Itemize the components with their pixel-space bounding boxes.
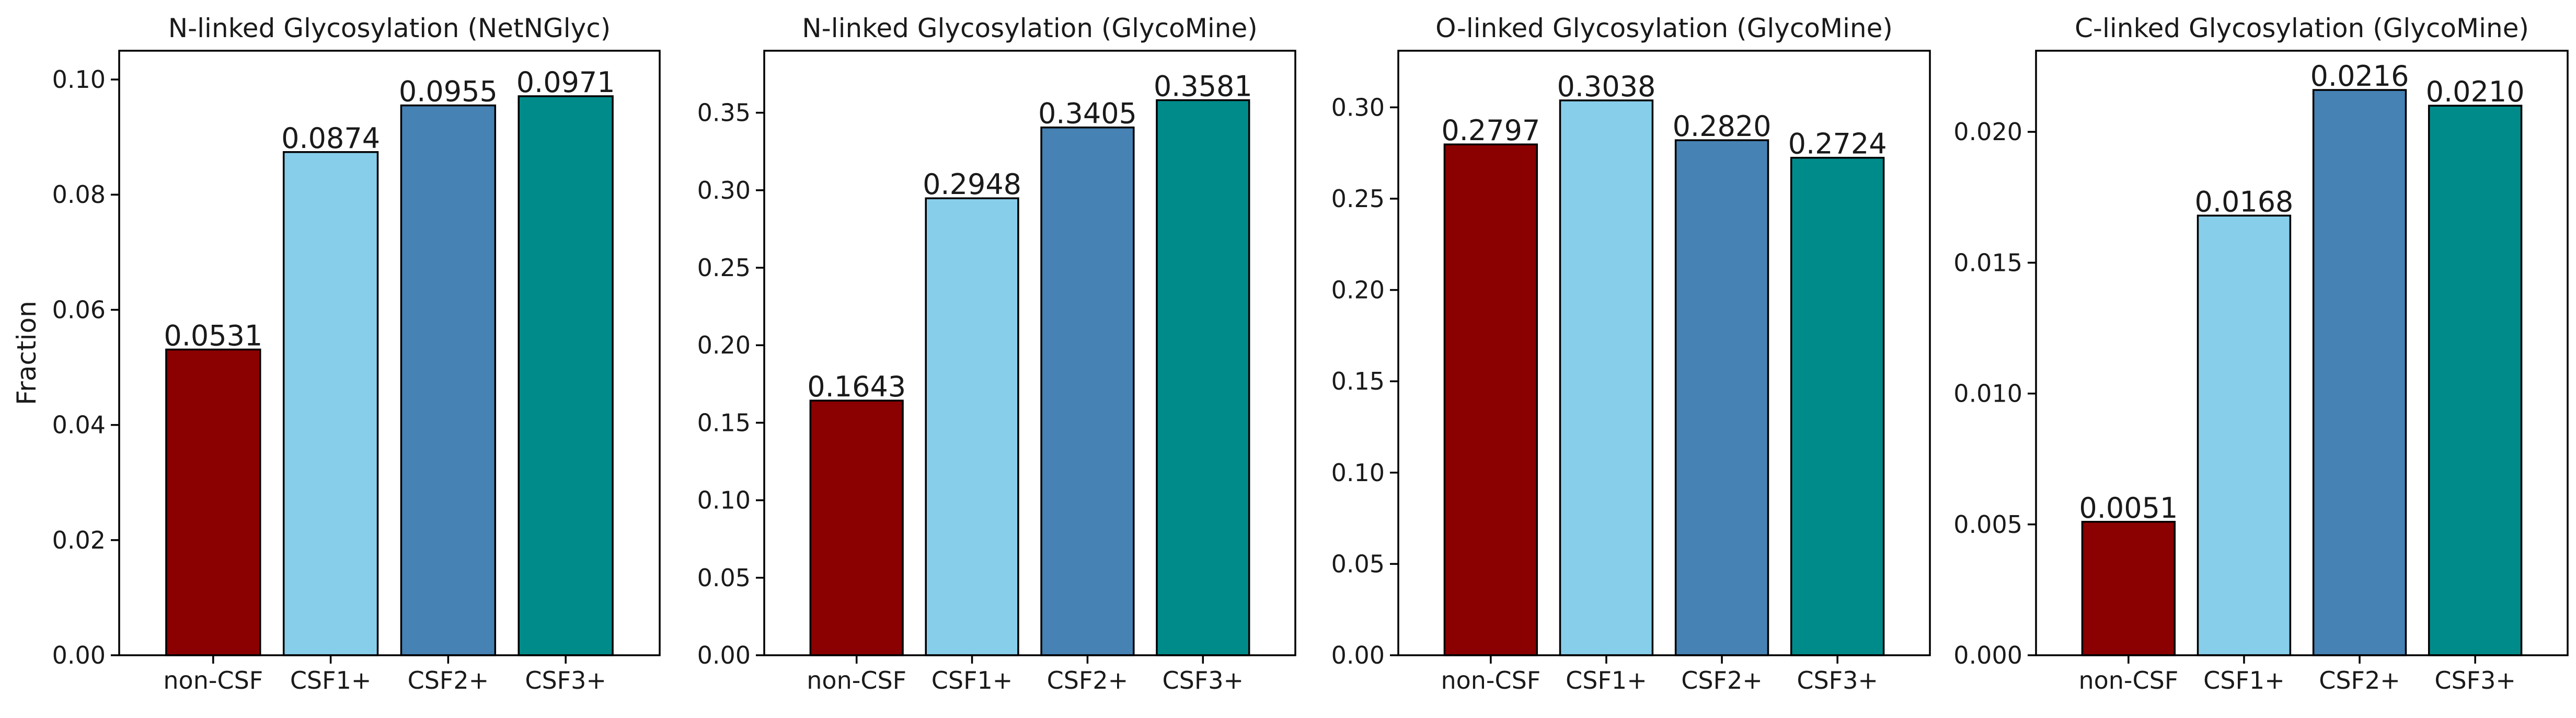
y-tick-label: 0.05: [1331, 550, 1385, 578]
bar-value-label: 0.0955: [399, 75, 498, 108]
axes-frame: [763, 50, 1296, 656]
bar-csf2: [1040, 126, 1135, 656]
x-tick-label: CSF2+: [2319, 666, 2400, 694]
bar-value-label: 0.3581: [1154, 70, 1252, 103]
y-tick-label: 0.30: [1331, 93, 1385, 121]
x-tick-label: CSF3+: [1163, 666, 1244, 694]
bar-non-csf: [1443, 143, 1538, 656]
y-tick-label: 0.08: [52, 180, 106, 209]
y-tick-label: 0.35: [697, 99, 751, 127]
bar-value-label: 0.2820: [1673, 110, 1772, 143]
bar-value-label: 0.0210: [2426, 75, 2525, 108]
x-tick-label: non-CSF: [2078, 666, 2178, 694]
bar-csf1: [2196, 214, 2292, 656]
bar-csf1: [925, 197, 1019, 656]
bar-value-label: 0.0051: [2079, 492, 2178, 525]
x-tick-label: CSF3+: [2434, 666, 2516, 694]
x-tick-label: CSF2+: [1047, 666, 1129, 694]
y-tick-label: 0.00: [1331, 641, 1385, 669]
y-tick-label: 0.25: [1331, 185, 1385, 213]
axes-frame: [1397, 50, 1931, 656]
y-tick-label: 0.15: [1331, 367, 1385, 395]
chart-panel-4: 0.0051 non-CSF 0.0168 CSF1+ 0.0216 CSF2+ 0.021…: [1953, 13, 2569, 694]
y-tick-label: 0.20: [1331, 276, 1385, 304]
x-tick-label: non-CSF: [1441, 666, 1540, 694]
x-tick-label: CSF2+: [408, 666, 489, 694]
bar-non-csf: [2081, 521, 2176, 656]
chart-title: N-linked Glycosylation (NetNGlyc): [168, 13, 611, 43]
chart-title: N-linked Glycosylation (GlycoMine): [802, 13, 1257, 43]
y-tick-label: 0.06: [52, 295, 106, 324]
axes-frame: [2035, 50, 2569, 656]
x-tick-label: non-CSF: [807, 666, 906, 694]
y-tick-label: 0.02: [52, 526, 106, 554]
bar-value-label: 0.0216: [2310, 60, 2409, 93]
chart-panel-1: 0.0531 non-CSF 0.0874 CSF1+ 0.0955 CSF2+ 0.097…: [12, 13, 661, 694]
y-tick-label: 0.04: [52, 411, 106, 439]
bar-csf3: [2428, 105, 2523, 656]
axes-frame: [118, 50, 661, 656]
x-tick-label: non-CSF: [163, 666, 263, 694]
y-tick-label: 0.15: [697, 408, 751, 437]
bar-value-label: 0.3405: [1038, 97, 1137, 130]
x-tick-label: CSF1+: [290, 666, 372, 694]
y-tick-label: 0.20: [697, 331, 751, 359]
y-tick-label: 0.10: [52, 65, 106, 94]
bar-value-label: 0.0168: [2194, 185, 2293, 218]
x-tick-label: CSF1+: [2203, 666, 2285, 694]
bar-value-label: 0.3038: [1557, 70, 1655, 103]
bar-value-label: 0.2948: [923, 168, 1021, 201]
bar-csf1: [1559, 99, 1654, 656]
bar-csf2: [400, 104, 497, 656]
bar-value-label: 0.0971: [516, 66, 615, 99]
x-tick-label: CSF3+: [525, 666, 606, 694]
y-tick-label: 0.30: [697, 176, 751, 204]
y-tick-label: 0.10: [697, 486, 751, 515]
y-tick-label: 0.05: [697, 564, 751, 592]
y-axis-title: Fraction: [12, 301, 42, 405]
y-tick-label: 0.015: [1953, 248, 2022, 277]
y-tick-label: 0.000: [1953, 641, 2022, 669]
y-tick-label: 0.010: [1953, 380, 2022, 408]
chart-title: O-linked Glycosylation (GlycoMine): [1435, 13, 1893, 43]
x-tick-label: CSF1+: [1566, 666, 1647, 694]
chart-title: C-linked Glycosylation (GlycoMine): [2075, 13, 2529, 43]
y-tick-label: 0.10: [1331, 459, 1385, 487]
bar-csf2: [2312, 89, 2407, 656]
chart-panel-2: 0.1643 non-CSF 0.2948 CSF1+ 0.3405 CSF2+ 0.358…: [697, 13, 1296, 694]
bar-csf1: [282, 151, 379, 656]
x-tick-label: CSF1+: [932, 666, 1013, 694]
y-tick-label: 0.00: [52, 641, 106, 669]
bar-value-label: 0.0531: [164, 319, 262, 352]
y-tick-label: 0.020: [1953, 118, 2022, 146]
bar-non-csf: [165, 348, 261, 656]
bar-csf2: [1674, 139, 1769, 656]
bar-value-label: 0.2797: [1441, 114, 1540, 147]
x-tick-label: CSF3+: [1797, 666, 1878, 694]
chart-panel-3: 0.2797 non-CSF 0.3038 CSF1+ 0.2820 CSF2+ 0.272…: [1331, 13, 1931, 694]
x-tick-label: CSF2+: [1681, 666, 1763, 694]
y-tick-label: 0.00: [697, 641, 751, 669]
bar-value-label: 0.0874: [281, 122, 380, 155]
bar-csf3: [1790, 156, 1885, 656]
y-tick-label: 0.005: [1953, 510, 2022, 539]
bar-csf3: [1156, 99, 1250, 656]
bar-value-label: 0.1643: [807, 370, 906, 403]
bar-csf3: [518, 95, 614, 656]
bar-value-label: 0.2724: [1788, 128, 1887, 161]
bar-non-csf: [809, 400, 904, 656]
y-tick-label: 0.25: [697, 254, 751, 282]
